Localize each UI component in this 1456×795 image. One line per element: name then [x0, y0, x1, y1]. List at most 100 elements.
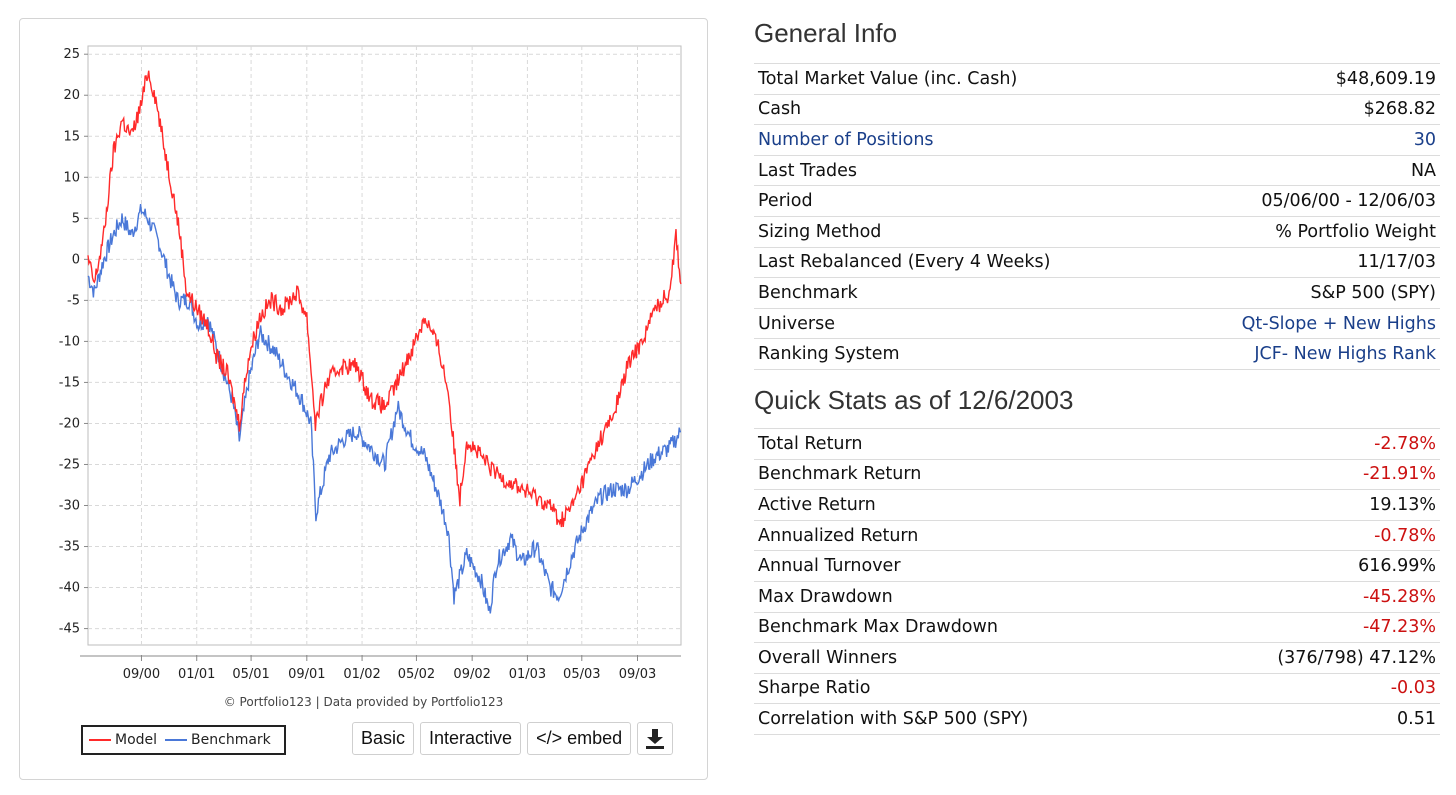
- general-info-label: Last Trades: [754, 154, 1164, 186]
- general-info-value: $48,609.19: [1163, 63, 1440, 95]
- x-tick-label: 09/02: [453, 667, 490, 682]
- y-tick-label: 25: [63, 47, 80, 62]
- table-row: Total Market Value (inc. Cash) $48,609.19: [754, 63, 1440, 95]
- quick-stats-value: -21.91%: [1183, 458, 1440, 490]
- y-tick-label: -20: [59, 416, 80, 431]
- table-row: Benchmark Max Drawdown -47.23%: [754, 611, 1440, 643]
- quick-stats-label: Total Return: [754, 427, 1183, 460]
- general-info-label: Ranking System: [754, 338, 1164, 370]
- table-row: Number of Positions 30: [754, 124, 1440, 156]
- performance-chart: 25 20 15 10 5 0 -5 -10 -15 -20 -25 -30 -35 -40 -45 09/0…: [59, 45, 682, 682]
- quick-stats-value: 616.99%: [1183, 550, 1440, 582]
- download-button[interactable]: [637, 722, 674, 755]
- general-info-label: Total Market Value (inc. Cash): [754, 63, 1164, 95]
- general-info-label: Period: [754, 185, 1164, 217]
- table-row: Last Rebalanced (Every 4 Weeks) 11/17/03: [754, 246, 1440, 278]
- quick-stats-value: 0.51: [1183, 703, 1440, 735]
- legend-label-benchmark: Benchmark: [191, 732, 271, 748]
- table-row: Active Return 19.13%: [754, 489, 1440, 521]
- y-tick-label: -40: [59, 581, 80, 596]
- y-tick-label: 20: [63, 88, 80, 103]
- general-info-value: $268.82: [1163, 93, 1440, 125]
- x-tick-label: 05/02: [398, 667, 435, 682]
- x-tick-label: 09/03: [619, 667, 656, 682]
- table-row: Overall Winners (376/798) 47.12%: [754, 642, 1440, 674]
- general-info-label[interactable]: Number of Positions: [754, 124, 1164, 156]
- basic-button[interactable]: Basic: [352, 722, 415, 755]
- download-icon: [646, 728, 665, 749]
- general-info-value[interactable]: 30: [1163, 124, 1440, 156]
- quick-stats-label: Overall Winners: [754, 642, 1183, 674]
- table-row: Max Drawdown -45.28%: [754, 580, 1440, 612]
- table-row: Annual Turnover 616.99%: [754, 550, 1440, 582]
- quick-stats-label: Max Drawdown: [754, 580, 1183, 612]
- general-info-value[interactable]: JCF- New Highs Rank: [1163, 338, 1440, 370]
- quick-stats-value: -45.28%: [1183, 580, 1440, 612]
- quick-stats-label: Correlation with S&P 500 (SPY): [754, 703, 1183, 735]
- quick-stats-value: -47.23%: [1183, 611, 1440, 643]
- y-tick-label: -10: [59, 334, 80, 349]
- chart-credit: © Portfolio123 | Data provided by Portfo…: [223, 695, 504, 709]
- quick-stats-value: -0.03: [1183, 672, 1440, 704]
- quick-stats-label: Benchmark Max Drawdown: [754, 611, 1183, 643]
- table-row: Period 05/06/00 - 12/06/03: [754, 185, 1440, 217]
- series-line-model: [87, 70, 682, 528]
- x-tick-label: 09/00: [123, 667, 160, 682]
- x-tick-label: 09/01: [288, 667, 325, 682]
- quick-stats-title: Quick Stats as of 12/6/2003: [754, 384, 1074, 415]
- y-tick-label: -5: [67, 293, 80, 308]
- x-tick-label: 01/03: [509, 667, 546, 682]
- table-row: Benchmark S&P 500 (SPY): [754, 277, 1440, 309]
- table-row: Cash $268.82: [754, 93, 1440, 125]
- general-info-label: Cash: [754, 93, 1164, 125]
- quick-stats-label: Benchmark Return: [754, 458, 1183, 490]
- general-info-label: Universe: [754, 307, 1164, 339]
- quick-stats-label: Annualized Return: [754, 519, 1183, 551]
- x-tick-label: 01/02: [343, 667, 380, 682]
- y-tick-label: -35: [59, 540, 80, 555]
- table-row: Benchmark Return -21.91%: [754, 458, 1440, 490]
- general-info-label: Last Rebalanced (Every 4 Weeks): [754, 246, 1164, 278]
- quick-stats-label: Sharpe Ratio: [754, 672, 1183, 704]
- legend-swatch-model: [89, 739, 111, 741]
- y-tick-label: 0: [72, 252, 80, 267]
- general-info-title: General Info: [754, 18, 898, 48]
- quick-stats-label: Annual Turnover: [754, 550, 1183, 582]
- y-tick-label: -45: [59, 622, 80, 637]
- table-row: Annualized Return -0.78%: [754, 519, 1440, 551]
- x-tick-label: 05/01: [232, 667, 269, 682]
- legend-entry-model: Model: [89, 732, 157, 748]
- table-row: Ranking System JCF- New Highs Rank: [754, 338, 1440, 370]
- x-tick-label: 01/01: [178, 667, 215, 682]
- table-row: Correlation with S&P 500 (SPY) 0.51: [754, 703, 1440, 735]
- y-tick-label: 5: [72, 211, 80, 226]
- embed-button[interactable]: </> embed: [527, 722, 632, 755]
- general-info-table: Total Market Value (inc. Cash) $48,609.19…: [754, 63, 1440, 370]
- y-tick-label: -25: [59, 457, 80, 472]
- table-row: Universe Qt-Slope + New Highs: [754, 307, 1440, 339]
- info-panel: General Info Total Market Value (inc. Ca…: [754, 0, 1440, 735]
- table-row: Total Return -2.78%: [754, 427, 1440, 460]
- quick-stats-value: -0.78%: [1183, 519, 1440, 551]
- y-tick-label: 15: [63, 129, 80, 144]
- legend-entry-benchmark: Benchmark: [165, 732, 271, 748]
- general-info-value: % Portfolio Weight: [1163, 215, 1440, 248]
- quick-stats-value: (376/798) 47.12%: [1183, 642, 1440, 674]
- general-info-value: 05/06/00 - 12/06/03: [1163, 185, 1440, 217]
- legend-swatch-benchmark: [165, 739, 188, 741]
- chart-legend: Model Benchmark: [81, 725, 286, 755]
- general-info-value[interactable]: Qt-Slope + New Highs: [1163, 307, 1440, 339]
- general-info-label: Sizing Method: [754, 215, 1164, 248]
- interactive-button[interactable]: Interactive: [420, 722, 522, 755]
- chart-panel: 25 20 15 10 5 0 -5 -10 -15 -20 -25 -30 -35 -40 -45 09/0…: [19, 18, 708, 780]
- chart-buttons: Basic Interactive </> embed: [352, 722, 674, 755]
- general-info-value: 11/17/03: [1163, 246, 1440, 278]
- general-info-value: S&P 500 (SPY): [1163, 277, 1440, 309]
- quick-stats-value: -2.78%: [1183, 427, 1440, 460]
- general-info-label: Benchmark: [754, 277, 1164, 309]
- table-row: Sharpe Ratio -0.03: [754, 672, 1440, 704]
- x-tick-label: 05/03: [563, 667, 600, 682]
- legend-label-model: Model: [115, 732, 158, 748]
- quick-stats-table: Total Return -2.78% Benchmark Return -21.91…: [754, 427, 1440, 735]
- y-tick-label: -30: [59, 499, 80, 514]
